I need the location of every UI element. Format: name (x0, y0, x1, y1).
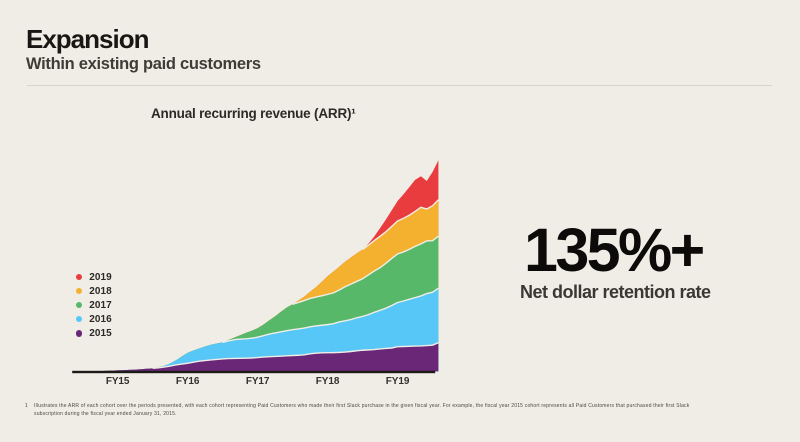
legend-label: 2017 (89, 299, 112, 311)
legend-dot-2018 (76, 288, 83, 295)
x-tick-FY17: FY17 (245, 376, 270, 387)
area-cohort-2015 (82, 342, 439, 372)
retention-stat-value: 135%+ (524, 216, 705, 284)
slide-title: Expansion (26, 24, 149, 54)
legend-item-2015: 2015 (76, 326, 112, 340)
x-tick-FY19: FY19 (385, 376, 410, 387)
x-axis-line (72, 370, 436, 374)
legend-item-2019: 2019 (76, 270, 112, 284)
band-separator (222, 287, 439, 344)
band-separator (152, 342, 439, 370)
legend-label: 2016 (89, 313, 112, 325)
x-tick-FY16: FY16 (175, 376, 200, 387)
legend-label: 2015 (89, 327, 112, 339)
slide-subtitle: Within existing paid customers (26, 55, 261, 73)
retention-stat-label: Net dollar retention rate (520, 282, 711, 302)
footnote: 1 Illustrates the ARR of each cohort ove… (25, 403, 697, 419)
header-divider (27, 85, 772, 86)
legend-dot-2019 (76, 273, 83, 281)
chart-legend: 2019 2018 2017 2016 2015 (76, 270, 112, 340)
legend-dot-2017 (76, 302, 83, 309)
band-separator (362, 199, 439, 251)
legend-label: 2018 (89, 285, 112, 297)
band-separator (292, 235, 439, 305)
x-tick-FY18: FY18 (315, 376, 340, 387)
legend-item-2016: 2016 (76, 312, 112, 326)
legend-dot-2015 (76, 330, 83, 337)
footnote-text: Illustrates the ARR of each cohort over … (34, 403, 690, 417)
legend-label: 2019 (89, 271, 112, 283)
x-tick-FY15: FY15 (105, 376, 130, 387)
area-cohort-2016 (82, 288, 439, 372)
legend-item-2018: 2018 (76, 284, 112, 298)
footnote-index: 1 (25, 403, 28, 409)
chart-title: Annual recurring revenue (ARR)¹ (151, 106, 356, 121)
legend-item-2017: 2017 (76, 298, 112, 312)
legend-dot-2016 (76, 316, 83, 323)
